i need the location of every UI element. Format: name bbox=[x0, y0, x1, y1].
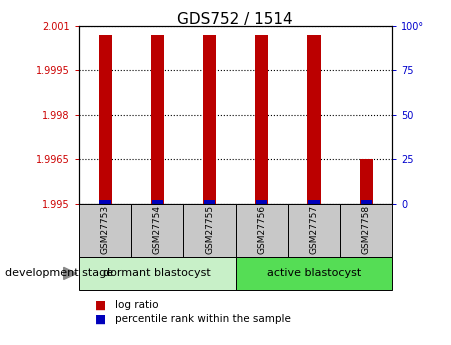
Bar bbox=[308, 200, 320, 204]
Bar bbox=[79, 257, 235, 290]
Bar bbox=[79, 204, 131, 257]
Text: dormant blastocyst: dormant blastocyst bbox=[103, 268, 211, 278]
Bar bbox=[360, 159, 373, 204]
Polygon shape bbox=[64, 267, 77, 279]
Text: GDS752 / 1514: GDS752 / 1514 bbox=[177, 12, 292, 27]
Bar bbox=[361, 200, 372, 204]
Text: GSM27753: GSM27753 bbox=[101, 205, 110, 254]
Bar bbox=[184, 204, 235, 257]
Text: GSM27756: GSM27756 bbox=[257, 205, 266, 254]
Bar bbox=[340, 204, 392, 257]
Text: GSM27758: GSM27758 bbox=[362, 205, 371, 254]
Text: development stage: development stage bbox=[5, 268, 113, 278]
Text: GSM27755: GSM27755 bbox=[205, 205, 214, 254]
Text: GSM27757: GSM27757 bbox=[309, 205, 318, 254]
Text: GSM27754: GSM27754 bbox=[153, 205, 162, 254]
Text: ■: ■ bbox=[95, 299, 106, 312]
Bar bbox=[151, 35, 164, 204]
Bar bbox=[308, 35, 321, 204]
Text: active blastocyst: active blastocyst bbox=[267, 268, 361, 278]
Bar bbox=[203, 35, 216, 204]
Text: ■: ■ bbox=[95, 313, 106, 326]
Bar bbox=[288, 204, 340, 257]
Bar bbox=[255, 35, 268, 204]
Bar bbox=[204, 200, 215, 204]
Bar bbox=[235, 257, 392, 290]
Bar bbox=[152, 200, 163, 204]
Text: percentile rank within the sample: percentile rank within the sample bbox=[115, 314, 291, 324]
Bar bbox=[98, 35, 111, 204]
Text: log ratio: log ratio bbox=[115, 300, 158, 310]
Bar bbox=[100, 200, 110, 204]
Bar bbox=[256, 200, 267, 204]
Bar bbox=[235, 204, 288, 257]
Bar bbox=[131, 204, 184, 257]
